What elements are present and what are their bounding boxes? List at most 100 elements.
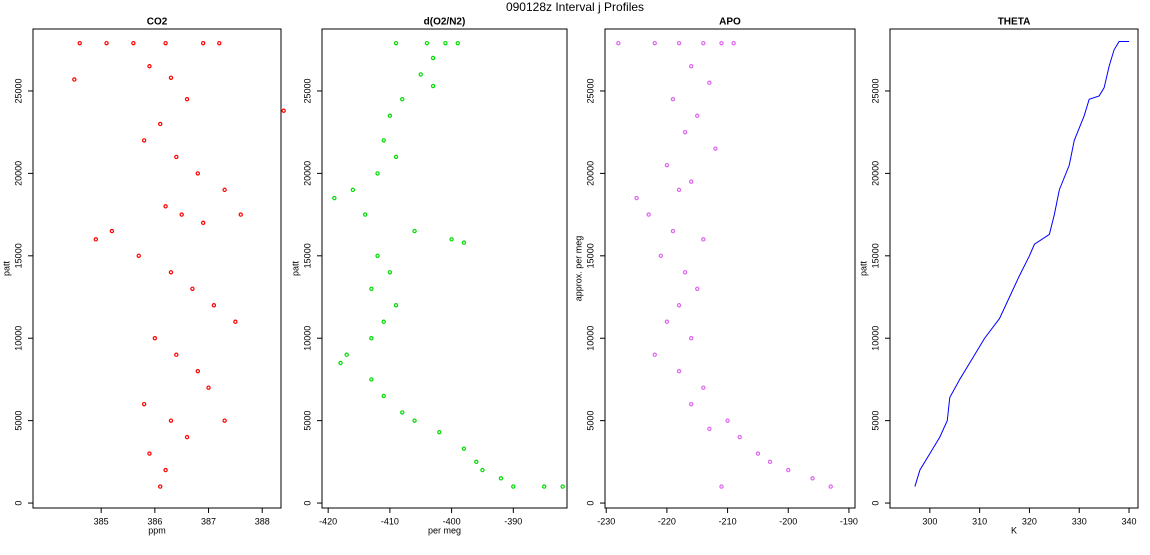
data-point xyxy=(424,40,430,46)
data-point xyxy=(163,40,168,46)
x-tick-label: -210 xyxy=(719,516,737,526)
data-point xyxy=(217,40,222,46)
data-point xyxy=(786,467,791,473)
y-tick-label: 10000 xyxy=(13,326,23,351)
data-point xyxy=(381,393,386,399)
data-point xyxy=(461,240,467,245)
data-point xyxy=(190,286,195,291)
y-tick-label: 0 xyxy=(585,501,595,506)
data-point xyxy=(695,113,700,118)
data-point xyxy=(375,171,380,176)
data-point xyxy=(136,253,141,259)
data-point xyxy=(701,385,706,390)
data-point xyxy=(387,113,393,118)
data-point xyxy=(238,212,243,217)
x-tick-label: -200 xyxy=(779,516,797,526)
x-tick-label: -230 xyxy=(597,516,615,526)
data-point xyxy=(755,451,761,456)
data-point xyxy=(719,484,724,489)
data-point xyxy=(461,446,467,451)
data-point xyxy=(381,138,386,143)
data-point xyxy=(731,40,736,46)
y-tick-label: 25000 xyxy=(585,78,595,103)
data-point xyxy=(362,212,368,217)
y-tick-label: 20000 xyxy=(870,161,880,186)
data-point xyxy=(174,154,179,160)
y-tick-label: 10000 xyxy=(870,326,880,351)
x-tick-label: 320 xyxy=(1022,516,1037,526)
data-point xyxy=(737,434,742,440)
y-tick-label: 25000 xyxy=(13,78,23,103)
data-point xyxy=(344,352,349,357)
data-point xyxy=(670,97,676,102)
y-tick-label: 15000 xyxy=(870,243,880,268)
y-axis-label: patt xyxy=(858,260,868,276)
y-tick-label: 5000 xyxy=(585,411,595,431)
x-tick-label: -190 xyxy=(840,516,858,526)
data-point xyxy=(634,195,639,201)
data-point xyxy=(810,476,815,481)
data-point xyxy=(652,352,657,357)
data-point xyxy=(455,40,460,46)
data-point xyxy=(480,467,485,473)
plot-frame xyxy=(889,28,1139,509)
panel-title: APO xyxy=(719,17,741,28)
data-point xyxy=(541,484,547,489)
y-tick-label: 25000 xyxy=(302,78,312,103)
y-tick-label: 10000 xyxy=(302,326,312,351)
y-tick-label: 15000 xyxy=(302,243,312,268)
data-point xyxy=(498,476,504,481)
data-point xyxy=(387,270,393,275)
data-point xyxy=(184,434,190,440)
y-axis-label: patt xyxy=(1,260,11,276)
data-point xyxy=(430,55,436,61)
data-point xyxy=(701,237,706,242)
data-point xyxy=(350,187,356,193)
data-point xyxy=(688,401,694,407)
data-point xyxy=(200,40,206,46)
data-point xyxy=(560,484,565,489)
data-point xyxy=(400,97,405,102)
data-point xyxy=(141,401,147,407)
data-point xyxy=(369,377,374,382)
data-point xyxy=(688,336,694,341)
data-point xyxy=(195,368,200,374)
data-point xyxy=(168,75,174,80)
y-tick-label: 15000 xyxy=(13,243,23,268)
plot-frame xyxy=(321,28,568,509)
data-point xyxy=(676,368,682,374)
data-point xyxy=(77,40,82,46)
data-point xyxy=(676,187,682,193)
data-point xyxy=(174,352,179,357)
data-point xyxy=(828,484,833,489)
x-tick-label: -410 xyxy=(381,516,399,526)
x-tick-label: 388 xyxy=(255,516,270,526)
data-point xyxy=(430,83,436,89)
data-point xyxy=(412,418,417,423)
y-tick-label: 5000 xyxy=(13,411,23,431)
data-point xyxy=(682,270,688,275)
data-point xyxy=(163,204,168,209)
data-point xyxy=(168,418,174,423)
data-point xyxy=(158,121,163,127)
y-axis-label: patt xyxy=(290,260,300,276)
y-axis-label: approx. per meg xyxy=(573,236,583,302)
data-point xyxy=(695,286,700,291)
data-point xyxy=(72,77,77,82)
data-point xyxy=(147,64,152,69)
x-tick-label: 310 xyxy=(972,516,987,526)
data-point xyxy=(152,336,158,341)
x-tick-label: 387 xyxy=(201,516,216,526)
data-point xyxy=(393,154,399,160)
y-tick-label: 20000 xyxy=(302,161,312,186)
data-point xyxy=(338,360,343,366)
plot-frame xyxy=(32,28,282,509)
data-point xyxy=(713,146,718,151)
data-point xyxy=(437,429,442,435)
data-point xyxy=(147,451,152,456)
data-point xyxy=(109,228,115,234)
data-point xyxy=(375,253,380,259)
data-point xyxy=(369,286,374,291)
data-point xyxy=(664,162,670,168)
